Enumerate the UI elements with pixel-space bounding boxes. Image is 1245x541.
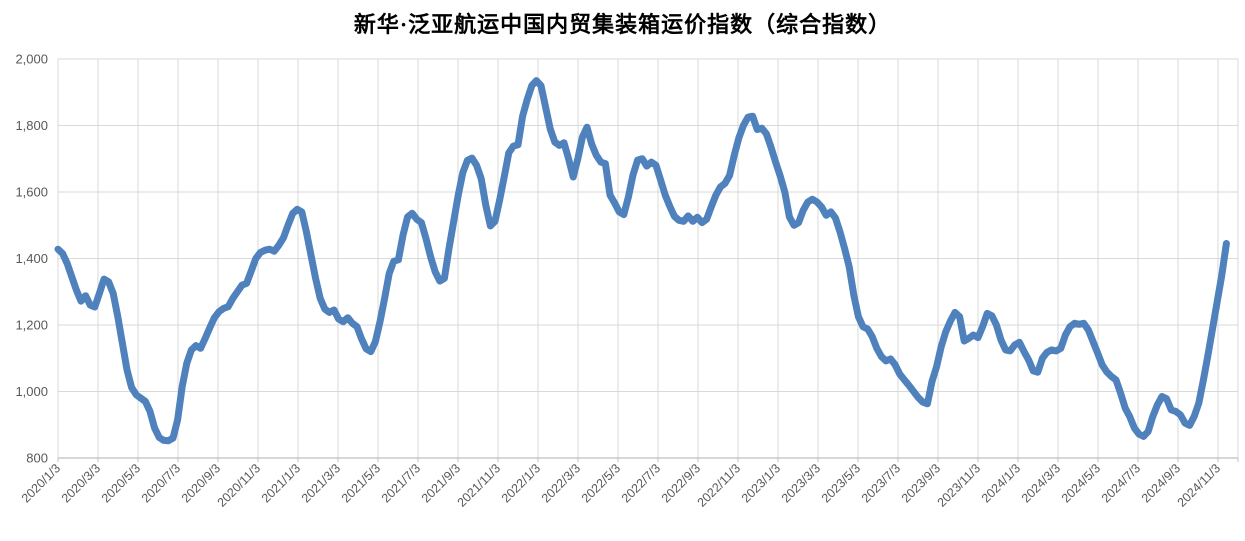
x-tick-label: 2022/3/3 — [539, 461, 583, 505]
x-tick-label: 2021/7/3 — [379, 461, 423, 505]
x-tick-label: 2024/11/3 — [1175, 461, 1224, 510]
index-line — [54, 77, 1230, 445]
x-tick-label: 2023/1/3 — [739, 461, 783, 505]
x-tick-label: 2022/1/3 — [499, 461, 543, 505]
x-tick-label: 2023/5/3 — [819, 461, 863, 505]
axis-lines — [57, 457, 1239, 462]
x-tick-label: 2024/1/3 — [979, 461, 1023, 505]
y-tick-label: 1,400 — [15, 251, 48, 266]
x-tick-label: 2022/5/3 — [579, 461, 623, 505]
gridlines — [57, 58, 1239, 459]
x-tick-label: 2021/11/3 — [455, 461, 504, 510]
x-tick-label: 2020/1/3 — [19, 461, 63, 505]
x-tick-label: 2021/3/3 — [299, 461, 343, 505]
y-tick-label: 1,200 — [15, 318, 48, 333]
x-tick-label: 2024/7/3 — [1099, 461, 1143, 505]
x-tick-label: 2022/11/3 — [695, 461, 744, 510]
x-tick-label: 2023/7/3 — [859, 461, 903, 505]
x-tick-label: 2020/5/3 — [99, 461, 143, 505]
y-tick-label: 1,600 — [15, 185, 48, 200]
y-axis-labels: 800 1,000 1,200 1,400 1,600 1,800 2,000 — [15, 52, 48, 466]
x-tick-label: 2020/3/3 — [59, 461, 103, 505]
x-tick-label: 2023/11/3 — [935, 461, 984, 510]
x-tick-label: 2020/7/3 — [139, 461, 183, 505]
x-tick-label: 2021/5/3 — [339, 461, 383, 505]
y-tick-label: 800 — [26, 451, 48, 466]
x-tick-label: 2024/5/3 — [1059, 461, 1103, 505]
x-tick-label: 2024/3/3 — [1019, 461, 1063, 505]
chart-title: 新华·泛亚航运中国内贸集装箱运价指数（综合指数） — [353, 12, 892, 37]
x-tick-label: 2022/7/3 — [619, 461, 663, 505]
y-tick-label: 2,000 — [15, 52, 48, 67]
x-tick-label: 2020/11/3 — [215, 461, 264, 510]
y-tick-label: 1,800 — [15, 118, 48, 133]
x-tick-label: 2021/1/3 — [259, 461, 303, 505]
x-axis-labels: 2020/1/32020/3/32020/5/32020/7/32020/9/3… — [19, 461, 1223, 510]
x-tick-label: 2023/3/3 — [779, 461, 823, 505]
y-tick-label: 1,000 — [15, 384, 48, 399]
